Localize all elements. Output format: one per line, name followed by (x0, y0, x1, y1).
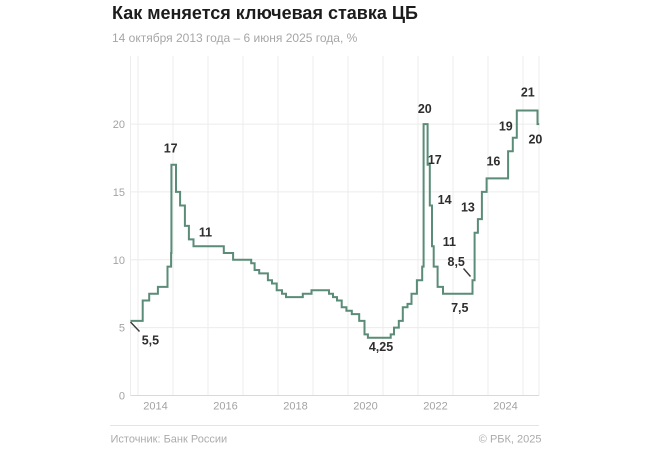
svg-text:5,5: 5,5 (142, 333, 159, 347)
svg-text:2020: 2020 (353, 401, 377, 413)
svg-text:11: 11 (443, 235, 456, 249)
svg-text:2024: 2024 (493, 401, 517, 413)
svg-text:2016: 2016 (213, 401, 237, 413)
svg-text:14: 14 (438, 193, 452, 207)
svg-text:2018: 2018 (283, 401, 307, 413)
svg-text:8,5: 8,5 (448, 255, 465, 269)
svg-text:2022: 2022 (423, 401, 447, 413)
svg-text:4,25: 4,25 (369, 340, 393, 354)
svg-text:20: 20 (418, 102, 432, 116)
svg-text:17: 17 (428, 153, 442, 167)
svg-text:15: 15 (113, 187, 125, 199)
svg-text:2014: 2014 (143, 401, 167, 413)
svg-text:© РБК, 2025: © РБК, 2025 (479, 434, 542, 446)
svg-text:20: 20 (113, 119, 125, 131)
svg-text:Источник: Банк России: Источник: Банк России (111, 434, 228, 446)
svg-text:13: 13 (461, 200, 475, 214)
svg-text:21: 21 (521, 86, 535, 100)
svg-text:10: 10 (113, 255, 125, 267)
svg-text:19: 19 (499, 119, 513, 133)
svg-text:5: 5 (119, 323, 125, 335)
svg-text:11: 11 (199, 225, 212, 239)
svg-text:7,5: 7,5 (451, 301, 468, 315)
svg-text:16: 16 (486, 155, 500, 169)
svg-text:20: 20 (528, 133, 542, 147)
svg-text:17: 17 (164, 141, 178, 155)
svg-text:0: 0 (119, 391, 125, 403)
